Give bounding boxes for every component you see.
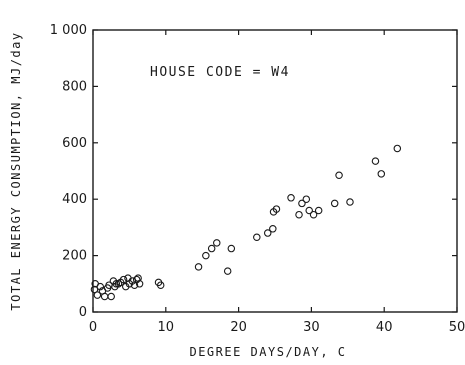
data-point [227,244,236,253]
x-tick-label: 10 [158,320,175,335]
data-points [90,144,402,301]
data-point [393,144,402,153]
plot-frame [92,29,458,313]
data-point [90,285,99,294]
x-tick-label: 0 [89,320,97,335]
data-point [314,206,323,215]
y-tick-label: 800 [62,79,87,94]
y-tick-label: 0 [79,305,87,320]
data-point [302,195,311,203]
x-axis-title: DEGREE DAYS/DAY, C [189,345,346,359]
data-point [346,198,354,206]
data-point [295,210,303,219]
data-point [371,157,380,165]
data-point [194,263,203,271]
data-point [93,291,102,299]
data-point [128,277,137,285]
y-tick-label: 600 [62,136,87,151]
data-point [100,292,109,301]
data-point [269,225,277,233]
data-point [309,210,318,219]
data-point [263,229,272,237]
x-tick-label: 50 [449,320,465,335]
data-point [253,233,261,242]
data-point [112,280,121,288]
y-tick-label: 1 000 [50,23,87,38]
data-point [287,194,295,202]
data-point [298,199,306,208]
data-point [119,275,128,284]
data-point [223,267,232,275]
data-point [213,239,221,247]
data-point [330,199,339,208]
x-tick-label: 30 [303,320,320,335]
data-point [107,292,115,301]
y-tick-label: 400 [62,192,87,207]
x-tick-label: 40 [376,320,393,335]
data-point [335,171,343,179]
x-axis-ticks: 0 10 20 30 40 50 [89,30,465,335]
y-axis-ticks: 0 200 400 600 800 1 000 [50,23,457,320]
data-point [96,282,105,291]
data-point [207,244,216,253]
data-point [305,206,313,215]
y-axis-title: TOTAL ENERGY CONSUMPTION, MJ/day [9,31,23,310]
data-point [156,281,165,289]
data-point [202,251,210,260]
data-point [377,170,386,178]
data-point [135,280,144,288]
data-point [272,205,281,213]
x-tick-label: 20 [230,320,247,335]
y-tick-label: 200 [62,249,87,264]
house-code-annotation: HOUSE CODE = W4 [150,65,290,80]
